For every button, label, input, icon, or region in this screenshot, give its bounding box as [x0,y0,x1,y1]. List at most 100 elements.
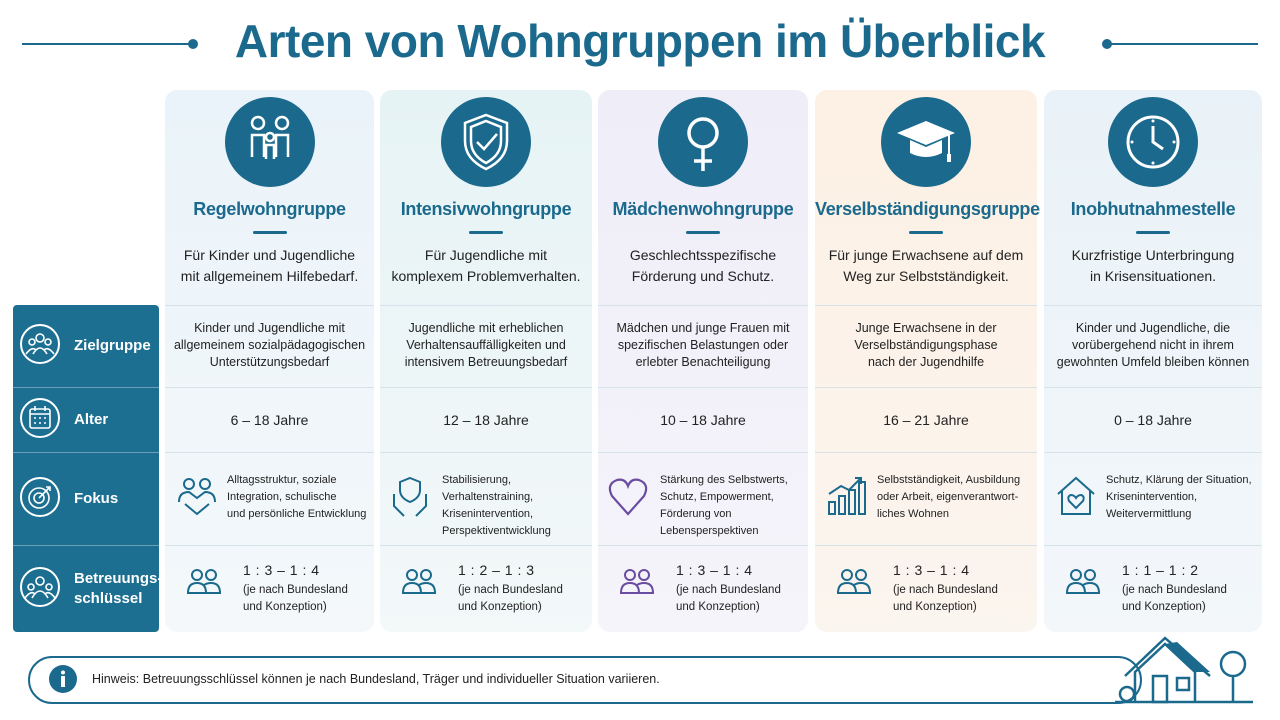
cell-divider [380,305,592,306]
row-icon [20,566,64,616]
cell-divider [815,452,1037,453]
focus-text: Alltagsstruktur, soziale Integration, sc… [227,474,367,520]
house-illustration [1115,636,1253,704]
focus-icon [175,474,219,523]
ratio-note: (je nach Bundesland und Konzeption) [458,584,563,613]
focus-icon-svg [178,478,216,516]
age-range: 6 – 18 Jahre [230,412,309,428]
ratio-note: (je nach Bundesland und Konzeption) [243,584,348,613]
row-icon-svg [20,476,60,517]
cell-divider [165,305,374,306]
group-icon [441,97,531,192]
care-ratio: 1 : 3 – 1 : 4 [893,562,970,578]
note-label: Hinweis: [92,672,140,686]
target-group: Kinder und Jugendliche, die vorübergehen… [1056,321,1250,369]
ratio-icon-svg [186,569,222,594]
target-group: Mädchen und junge Frauen mit spezifische… [616,321,790,369]
cell-divider [165,545,374,546]
group-name: Verselbständigungsgruppe [815,199,1040,219]
group-description: Für Kinder und Jugendliche mit allgemein… [180,247,359,284]
care-ratio: 1 : 2 – 1 : 3 [458,562,535,578]
cell-divider [1044,452,1262,453]
ratio-icon [618,565,656,600]
group-description: Kurzfristige Unterbringung in Krisensitu… [1071,247,1235,284]
row-icon [20,324,64,373]
focus-text: Selbstständigkeit, Ausbildung oder Arbei… [877,474,1021,520]
target-group: Kinder und Jugendliche mit allgemeinem s… [173,321,366,369]
row-label: Fokus [74,489,119,507]
ratio-note: (je nach Bundesland und Konzeption) [893,584,998,613]
ratio-icon-svg [619,569,655,594]
name-underline [686,231,720,234]
title: Arten von Wohngruppen im Überblick [234,15,1046,67]
row-icon-svg [20,397,60,438]
name-underline [252,231,287,234]
focus-text: Stärkung des Selbstwerts, Schutz, Empowe… [660,474,788,537]
care-ratio: 1 : 3 – 1 : 4 [676,562,753,578]
group-name: Mädchenwohngruppe [612,199,794,219]
name-underline [909,231,943,234]
note-text: Betreuungsschlüssel können je nach Bunde… [142,672,660,686]
care-ratio: 1 : 1 – 1 : 2 [1122,562,1199,578]
group-description: Für Jugendliche mit komplexem Problemver… [391,247,581,284]
group-description: Geschlechtsspezifische Förderung und Sch… [629,247,777,284]
cell-divider [165,387,374,388]
cell-divider [380,545,592,546]
cell-divider [815,387,1037,388]
ratio-icon [400,565,438,600]
ratio-note: (je nach Bundesland und Konzeption) [1122,584,1227,613]
group-icon-svg [1108,97,1198,187]
cell-divider [380,452,592,453]
cell-divider [1044,387,1262,388]
group-description: Für junge Erwachsene auf dem Weg zur Sel… [828,247,1024,284]
group-icon [1108,97,1198,192]
focus-icon [390,474,434,523]
group-icon-svg [658,97,748,187]
row-icon-svg [20,324,60,364]
group-name: Intensivwohngruppe [400,199,572,219]
focus-icon [608,474,652,523]
focus-icon-svg [393,476,427,517]
row-icon-svg [20,566,60,607]
info-icon [49,665,77,693]
age-range: 0 – 18 Jahre [1114,412,1192,428]
group-icon [658,97,748,192]
ratio-icon-svg [836,569,872,594]
group-name: Regelwohngruppe [193,199,346,219]
title-rule [1108,43,1258,45]
title-dot [1102,39,1112,49]
row-label: Betreuungs-schlüssel [74,569,163,607]
name-underline [469,231,503,234]
cell-divider [1044,545,1262,546]
row-divider [13,452,159,453]
ratio-icon [1064,565,1102,600]
name-underline [1136,231,1170,234]
cell-divider [598,545,808,546]
note: Hinweis: Betreuungsschlüssel können je n… [92,672,660,686]
care-ratio: 1 : 3 – 1 : 4 [243,562,320,578]
group-name: Inobhutnahmestelle [1070,199,1236,219]
target-group: Jugendliche mit erheblichen Verhaltensau… [404,321,568,369]
focus-icon-svg [1057,476,1095,515]
age-range: 10 – 18 Jahre [660,412,746,428]
row-label: Alter [74,410,109,428]
focus-text: Schutz, Klärung der Situation, Krisenint… [1106,474,1252,520]
note-box [28,656,1142,704]
group-icon-svg [881,97,971,187]
row-icon [20,397,64,447]
target-group: Junge Erwachsene in der Verselbständigun… [854,321,998,369]
age-range: 12 – 18 Jahre [443,412,529,428]
row-divider [13,387,159,388]
cell-divider [598,387,808,388]
focus-icon [1054,474,1098,523]
cell-divider [165,452,374,453]
cell-divider [815,305,1037,306]
ratio-icon-svg [1065,569,1101,594]
cell-divider [380,387,592,388]
focus-icon [825,474,869,523]
focus-text: Stabilisierung, Verhaltenstraining, Kris… [442,474,551,537]
age-range: 16 – 21 Jahre [883,412,969,428]
title-rule [22,43,192,45]
